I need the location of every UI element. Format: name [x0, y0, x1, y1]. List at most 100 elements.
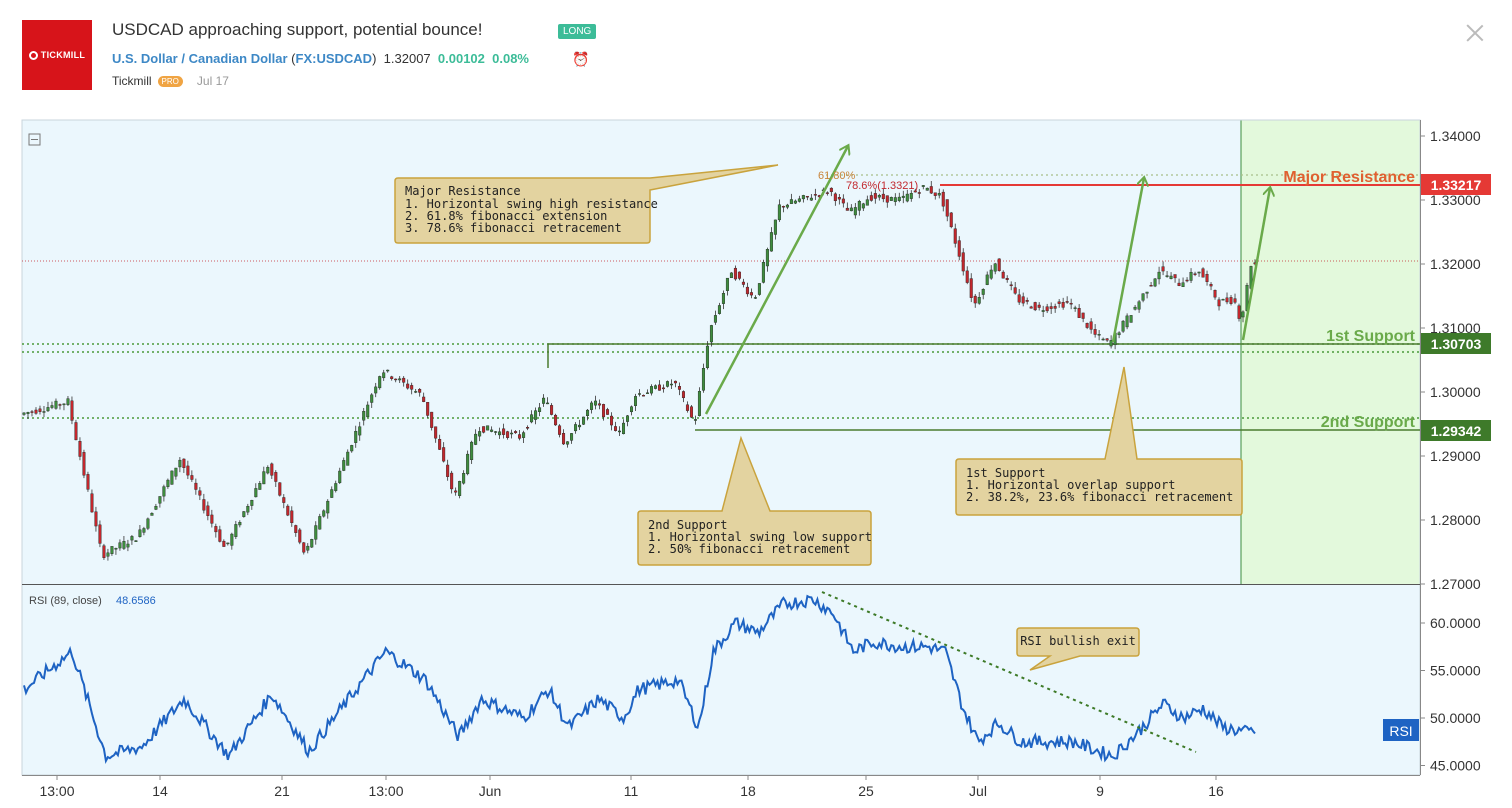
callout-line: 1. Horizontal overlap support [966, 478, 1176, 492]
candle-body [58, 404, 62, 406]
candle-body [669, 383, 673, 386]
candle-body [434, 426, 438, 439]
candle-body [610, 415, 614, 426]
candle-body [178, 459, 182, 468]
candle-body [1157, 271, 1161, 280]
candle-body [961, 252, 965, 272]
candle-body [789, 199, 793, 204]
candle-body [857, 201, 861, 211]
candle-body [494, 431, 498, 433]
candle-body [641, 394, 645, 397]
price-tick-label: 1.33000 [1430, 192, 1481, 208]
candle-body [1209, 284, 1213, 287]
candle-body [761, 262, 765, 283]
candle-body [965, 270, 969, 283]
candle-body [773, 219, 777, 235]
candle-body [414, 391, 418, 393]
publish-date: Jul 17 [196, 74, 229, 88]
candle-body [150, 512, 154, 516]
candle-body [897, 196, 901, 201]
candle-body [174, 467, 178, 477]
candle-body [398, 378, 402, 381]
candle-body [630, 406, 634, 413]
candle-body [1037, 304, 1041, 308]
symbol-code-link[interactable]: FX:USDCAD [295, 51, 373, 66]
candle-body [534, 410, 538, 420]
candle-body [194, 482, 198, 490]
candle-body [837, 197, 841, 200]
candle-body [1213, 289, 1217, 298]
candle-body [1069, 302, 1073, 305]
candle-body [86, 474, 90, 490]
rsi-axis[interactable]: 60.0000 55.0000 50.0000 45.0000 [1420, 615, 1481, 774]
price-axis[interactable]: 1.34000 1.33000 1.32000 1.31000 1.30000 1.290… [1420, 128, 1481, 592]
candle-body [985, 274, 989, 285]
candle-body [614, 426, 618, 431]
candle-body [809, 197, 813, 201]
candle-body [42, 411, 46, 413]
candle-body [1153, 278, 1157, 287]
candle-body [70, 400, 74, 421]
candle-body [1245, 285, 1249, 311]
candle-body [969, 278, 973, 298]
candle-body [298, 529, 302, 543]
symbol-name-link[interactable]: U.S. Dollar / Canadian Dollar [112, 51, 288, 66]
label-2nd-support: 2nd Support [1321, 414, 1416, 431]
candle-body [1121, 320, 1125, 332]
candle-body [1197, 271, 1201, 274]
candle-body [230, 533, 234, 546]
callout-rsi-text: RSI bullish exit [1020, 634, 1136, 648]
candle-body [1013, 287, 1017, 294]
callout-line: 1. Horizontal swing low support [648, 530, 872, 544]
candle-body [1109, 340, 1113, 347]
time-tick-label: 14 [152, 783, 168, 799]
candle-body [402, 377, 406, 383]
candle-body [418, 389, 422, 393]
candle-body [977, 297, 981, 304]
price-tick-label: 1.34000 [1430, 128, 1481, 144]
candle-body [1149, 285, 1153, 287]
time-tick-label: 18 [740, 783, 756, 799]
candle-body [1117, 332, 1121, 336]
candle-body [474, 433, 478, 445]
time-tick-label: 13:00 [368, 783, 403, 799]
candle-body [1173, 274, 1177, 279]
rsi-legend-value: 48.6586 [116, 595, 156, 607]
alarm-clock-icon[interactable]: ⏰ [572, 51, 590, 67]
candle-body [566, 441, 570, 445]
candle-body [981, 289, 985, 295]
candle-body [374, 386, 378, 394]
candle-body [30, 411, 34, 413]
candle-body [98, 524, 102, 544]
candle-body [310, 539, 314, 548]
candle-body [1177, 282, 1181, 286]
author-name[interactable]: Tickmill [112, 74, 152, 88]
candle-body [538, 407, 542, 412]
candle-body [1105, 338, 1109, 341]
collapse-pane-icon[interactable] [28, 133, 41, 146]
candle-body [318, 516, 322, 530]
candle-body [685, 404, 689, 411]
close-icon[interactable] [1464, 22, 1486, 44]
candle-body [438, 438, 442, 450]
author-line: Tickmill PRO Jul 17 [112, 74, 229, 88]
candle-body [949, 212, 953, 228]
candle-body [226, 542, 230, 545]
callout-2nd-support: 2nd Support 1. Horizontal swing low supp… [637, 435, 872, 566]
candle-body [705, 345, 709, 369]
candle-body [1205, 274, 1209, 282]
fib-label-618: 61.80% [818, 170, 856, 182]
candle-body [1145, 291, 1149, 294]
candle-body [574, 424, 578, 432]
candle-body [793, 200, 797, 204]
candle-body [234, 524, 238, 537]
candle-body [330, 489, 334, 498]
candle-body [645, 392, 649, 394]
candle-body [114, 547, 118, 550]
candle-body [46, 407, 50, 412]
candle-body [290, 510, 294, 524]
candle-body [913, 190, 917, 193]
time-axis[interactable]: 13:00 14 21 13:00 Jun 11 18 25 Jul 9 16 [39, 775, 1224, 799]
candle-body [542, 397, 546, 404]
